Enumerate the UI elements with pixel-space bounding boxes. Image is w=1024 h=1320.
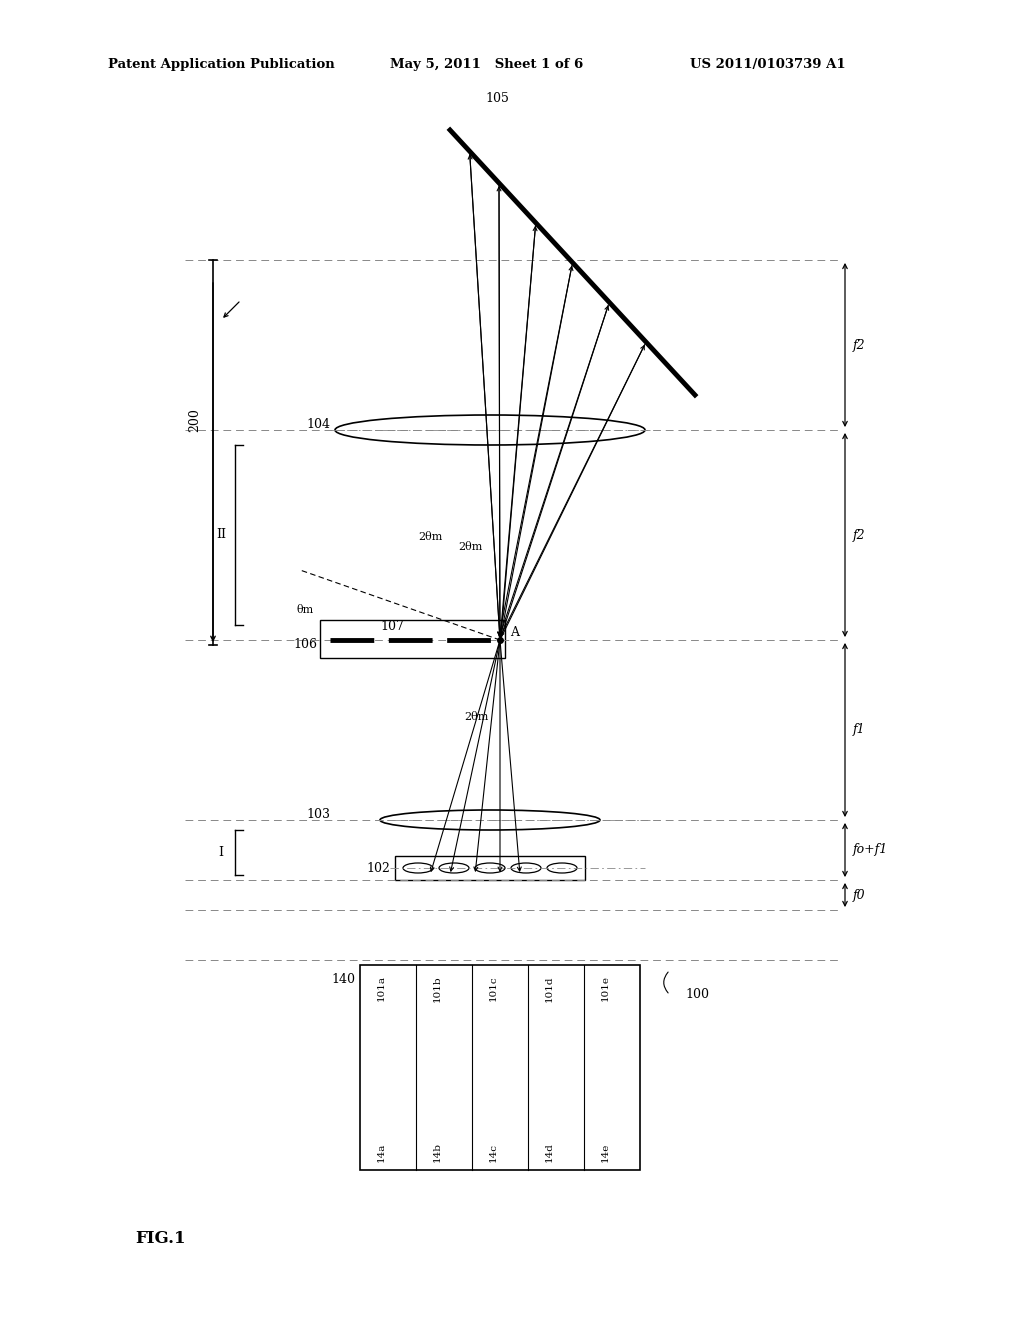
Text: 101e: 101e xyxy=(601,975,610,1001)
Text: 14b: 14b xyxy=(433,1142,441,1162)
Text: Patent Application Publication: Patent Application Publication xyxy=(108,58,335,71)
Text: 107: 107 xyxy=(380,620,403,634)
Text: 106: 106 xyxy=(293,639,317,652)
Text: 14d: 14d xyxy=(545,1142,554,1162)
Text: I: I xyxy=(218,846,223,859)
Text: 101a: 101a xyxy=(377,975,386,1001)
Text: 14a: 14a xyxy=(377,1143,386,1162)
Text: US 2011/0103739 A1: US 2011/0103739 A1 xyxy=(690,58,846,71)
Bar xyxy=(360,965,640,1170)
Text: 14c: 14c xyxy=(488,1143,498,1162)
Text: fo+f1: fo+f1 xyxy=(853,843,888,857)
Text: θm: θm xyxy=(296,605,313,615)
Text: 2θm: 2θm xyxy=(418,532,442,543)
Text: 140: 140 xyxy=(331,973,355,986)
Text: 101c: 101c xyxy=(488,975,498,1001)
Text: FIG.1: FIG.1 xyxy=(135,1230,185,1247)
Text: 100: 100 xyxy=(685,989,709,1002)
Text: f2: f2 xyxy=(853,528,865,541)
Text: 2θm: 2θm xyxy=(464,711,488,722)
Text: 2θm: 2θm xyxy=(458,543,482,552)
Text: 104: 104 xyxy=(306,418,330,432)
Text: 102: 102 xyxy=(367,862,390,874)
Text: 105: 105 xyxy=(485,92,509,106)
Text: 101d: 101d xyxy=(545,975,554,1002)
Text: 103: 103 xyxy=(306,808,330,821)
Text: 200: 200 xyxy=(188,408,202,432)
Text: 14e: 14e xyxy=(601,1143,610,1162)
Text: f2: f2 xyxy=(853,338,865,351)
Text: May 5, 2011   Sheet 1 of 6: May 5, 2011 Sheet 1 of 6 xyxy=(390,58,584,71)
Text: A: A xyxy=(510,626,519,639)
Bar xyxy=(395,855,585,880)
Text: f0: f0 xyxy=(853,888,865,902)
Text: 101b: 101b xyxy=(433,975,441,1002)
Text: II: II xyxy=(216,528,226,541)
Text: f1: f1 xyxy=(853,723,865,737)
Bar xyxy=(319,620,505,657)
